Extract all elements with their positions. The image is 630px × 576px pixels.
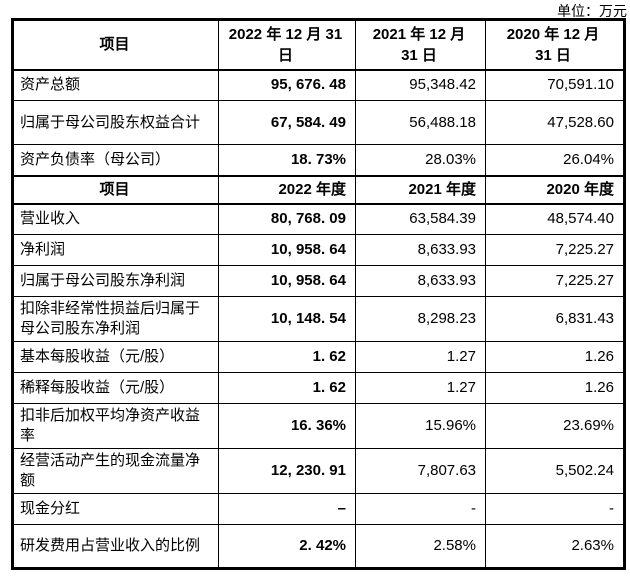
- value-2022: –: [218, 493, 356, 525]
- row-label: 稀释每股收益（元/股）: [12, 372, 219, 404]
- row-label: 扣除非经常性损益后归属于母公司股东净利润: [12, 296, 219, 342]
- row-parent-net-profit: 归属于母公司股东净利润 10, 958. 64 8,633.93 7,225.2…: [12, 265, 625, 297]
- row-label: 归属于母公司股东净利润: [12, 265, 219, 297]
- value-2021: 2.58%: [355, 524, 486, 569]
- row-operating-cash-flow: 经营活动产生的现金流量净额 12, 230. 91 7,807.63 5,502…: [12, 448, 625, 494]
- header-item-label-1: 项目: [12, 19, 219, 71]
- value-2020: 47,528.60: [485, 100, 625, 145]
- header-date-line1: 2022 年 12 月 31: [228, 25, 343, 43]
- value-2020: 7,225.27: [485, 234, 625, 266]
- value-2021: 1.27: [355, 341, 486, 373]
- value-2021: 95,348.42: [355, 69, 486, 101]
- value-2020: 26.04%: [485, 144, 625, 177]
- value-2020: 70,591.10: [485, 69, 625, 101]
- value-2020: -: [485, 493, 625, 525]
- row-label: 资产负债率（母公司）: [12, 144, 219, 177]
- header-col-2022: 2022 年度: [218, 175, 356, 205]
- row-label: 营业收入: [12, 203, 219, 235]
- row-label: 归属于母公司股东权益合计: [12, 100, 219, 145]
- value-2020: 7,225.27: [485, 265, 625, 297]
- value-2020: 48,574.40: [485, 203, 625, 235]
- value-2021: 8,298.23: [355, 296, 486, 342]
- header-col-2022-12-31: 2022 年 12 月 31 日: [218, 19, 356, 71]
- row-deducted-parent-net-profit: 扣除非经常性损益后归属于母公司股东净利润 10, 148. 54 8,298.2…: [12, 296, 625, 342]
- value-2021: 8,633.93: [355, 234, 486, 266]
- header-row-periods: 项目 2022 年度 2021 年度 2020 年度: [12, 175, 625, 205]
- header-item-label-2: 项目: [12, 175, 219, 205]
- header-col-2021: 2021 年度: [355, 175, 486, 205]
- value-2022: 18. 73%: [218, 144, 356, 177]
- value-2021: -: [355, 493, 486, 525]
- header-date-line2: 31 日: [535, 46, 571, 64]
- value-2021: 8,633.93: [355, 265, 486, 297]
- financial-summary-table: 项目 2022 年 12 月 31 日 2021 年 12 月 31 日 202…: [11, 18, 626, 570]
- row-label: 研发费用占营业收入的比例: [12, 524, 219, 569]
- row-revenue: 营业收入 80, 768. 09 63,584.39 48,574.40: [12, 203, 625, 235]
- value-2022: 1. 62: [218, 372, 356, 404]
- row-label: 资产总额: [12, 69, 219, 101]
- row-basic-eps: 基本每股收益（元/股） 1. 62 1.27 1.26: [12, 341, 625, 373]
- value-2022: 67, 584. 49: [218, 100, 356, 145]
- value-2021: 7,807.63: [355, 448, 486, 494]
- value-2022: 2. 42%: [218, 524, 356, 569]
- value-2020: 6,831.43: [485, 296, 625, 342]
- value-2022: 10, 958. 64: [218, 234, 356, 266]
- header-date-line1: 2021 年 12 月: [372, 25, 466, 43]
- value-2020: 1.26: [485, 372, 625, 404]
- header-col-2020-12-31: 2020 年 12 月 31 日: [485, 19, 625, 71]
- header-col-2021-12-31: 2021 年 12 月 31 日: [355, 19, 486, 71]
- row-debt-ratio: 资产负债率（母公司） 18. 73% 28.03% 26.04%: [12, 144, 625, 177]
- row-weighted-roe: 扣非后加权平均净资产收益率 16. 36% 15.96% 23.69%: [12, 403, 625, 449]
- value-2021: 1.27: [355, 372, 486, 404]
- value-2021: 28.03%: [355, 144, 486, 177]
- value-2022: 1. 62: [218, 341, 356, 373]
- value-2020: 5,502.24: [485, 448, 625, 494]
- row-net-profit: 净利润 10, 958. 64 8,633.93 7,225.27: [12, 234, 625, 266]
- row-label: 经营活动产生的现金流量净额: [12, 448, 219, 494]
- value-2020: 2.63%: [485, 524, 625, 569]
- row-label: 现金分红: [12, 493, 219, 525]
- header-row-dates: 项目 2022 年 12 月 31 日 2021 年 12 月 31 日 202…: [12, 19, 625, 71]
- value-2022: 10, 958. 64: [218, 265, 356, 297]
- row-diluted-eps: 稀释每股收益（元/股） 1. 62 1.27 1.26: [12, 372, 625, 404]
- value-2022: 95, 676. 48: [218, 69, 356, 101]
- header-col-2020: 2020 年度: [485, 175, 625, 205]
- row-label: 扣非后加权平均净资产收益率: [12, 403, 219, 449]
- header-date-line2: 日: [277, 46, 293, 64]
- row-rd-expense-ratio: 研发费用占营业收入的比例 2. 42% 2.58% 2.63%: [12, 524, 625, 569]
- value-2022: 10, 148. 54: [218, 296, 356, 342]
- header-date-line1: 2020 年 12 月: [506, 25, 600, 43]
- row-cash-dividend: 现金分红 – - -: [12, 493, 625, 525]
- value-2021: 56,488.18: [355, 100, 486, 145]
- row-label: 净利润: [12, 234, 219, 266]
- value-2020: 1.26: [485, 341, 625, 373]
- value-2022: 12, 230. 91: [218, 448, 356, 494]
- value-2022: 16. 36%: [218, 403, 356, 449]
- row-label: 基本每股收益（元/股）: [12, 341, 219, 373]
- value-2022: 80, 768. 09: [218, 203, 356, 235]
- unit-label: 单位：万元: [557, 5, 627, 20]
- row-parent-equity: 归属于母公司股东权益合计 67, 584. 49 56,488.18 47,52…: [12, 100, 625, 145]
- value-2020: 23.69%: [485, 403, 625, 449]
- value-2021: 15.96%: [355, 403, 486, 449]
- row-total-assets: 资产总额 95, 676. 48 95,348.42 70,591.10: [12, 69, 625, 101]
- value-2021: 63,584.39: [355, 203, 486, 235]
- header-date-line2: 31 日: [401, 46, 437, 64]
